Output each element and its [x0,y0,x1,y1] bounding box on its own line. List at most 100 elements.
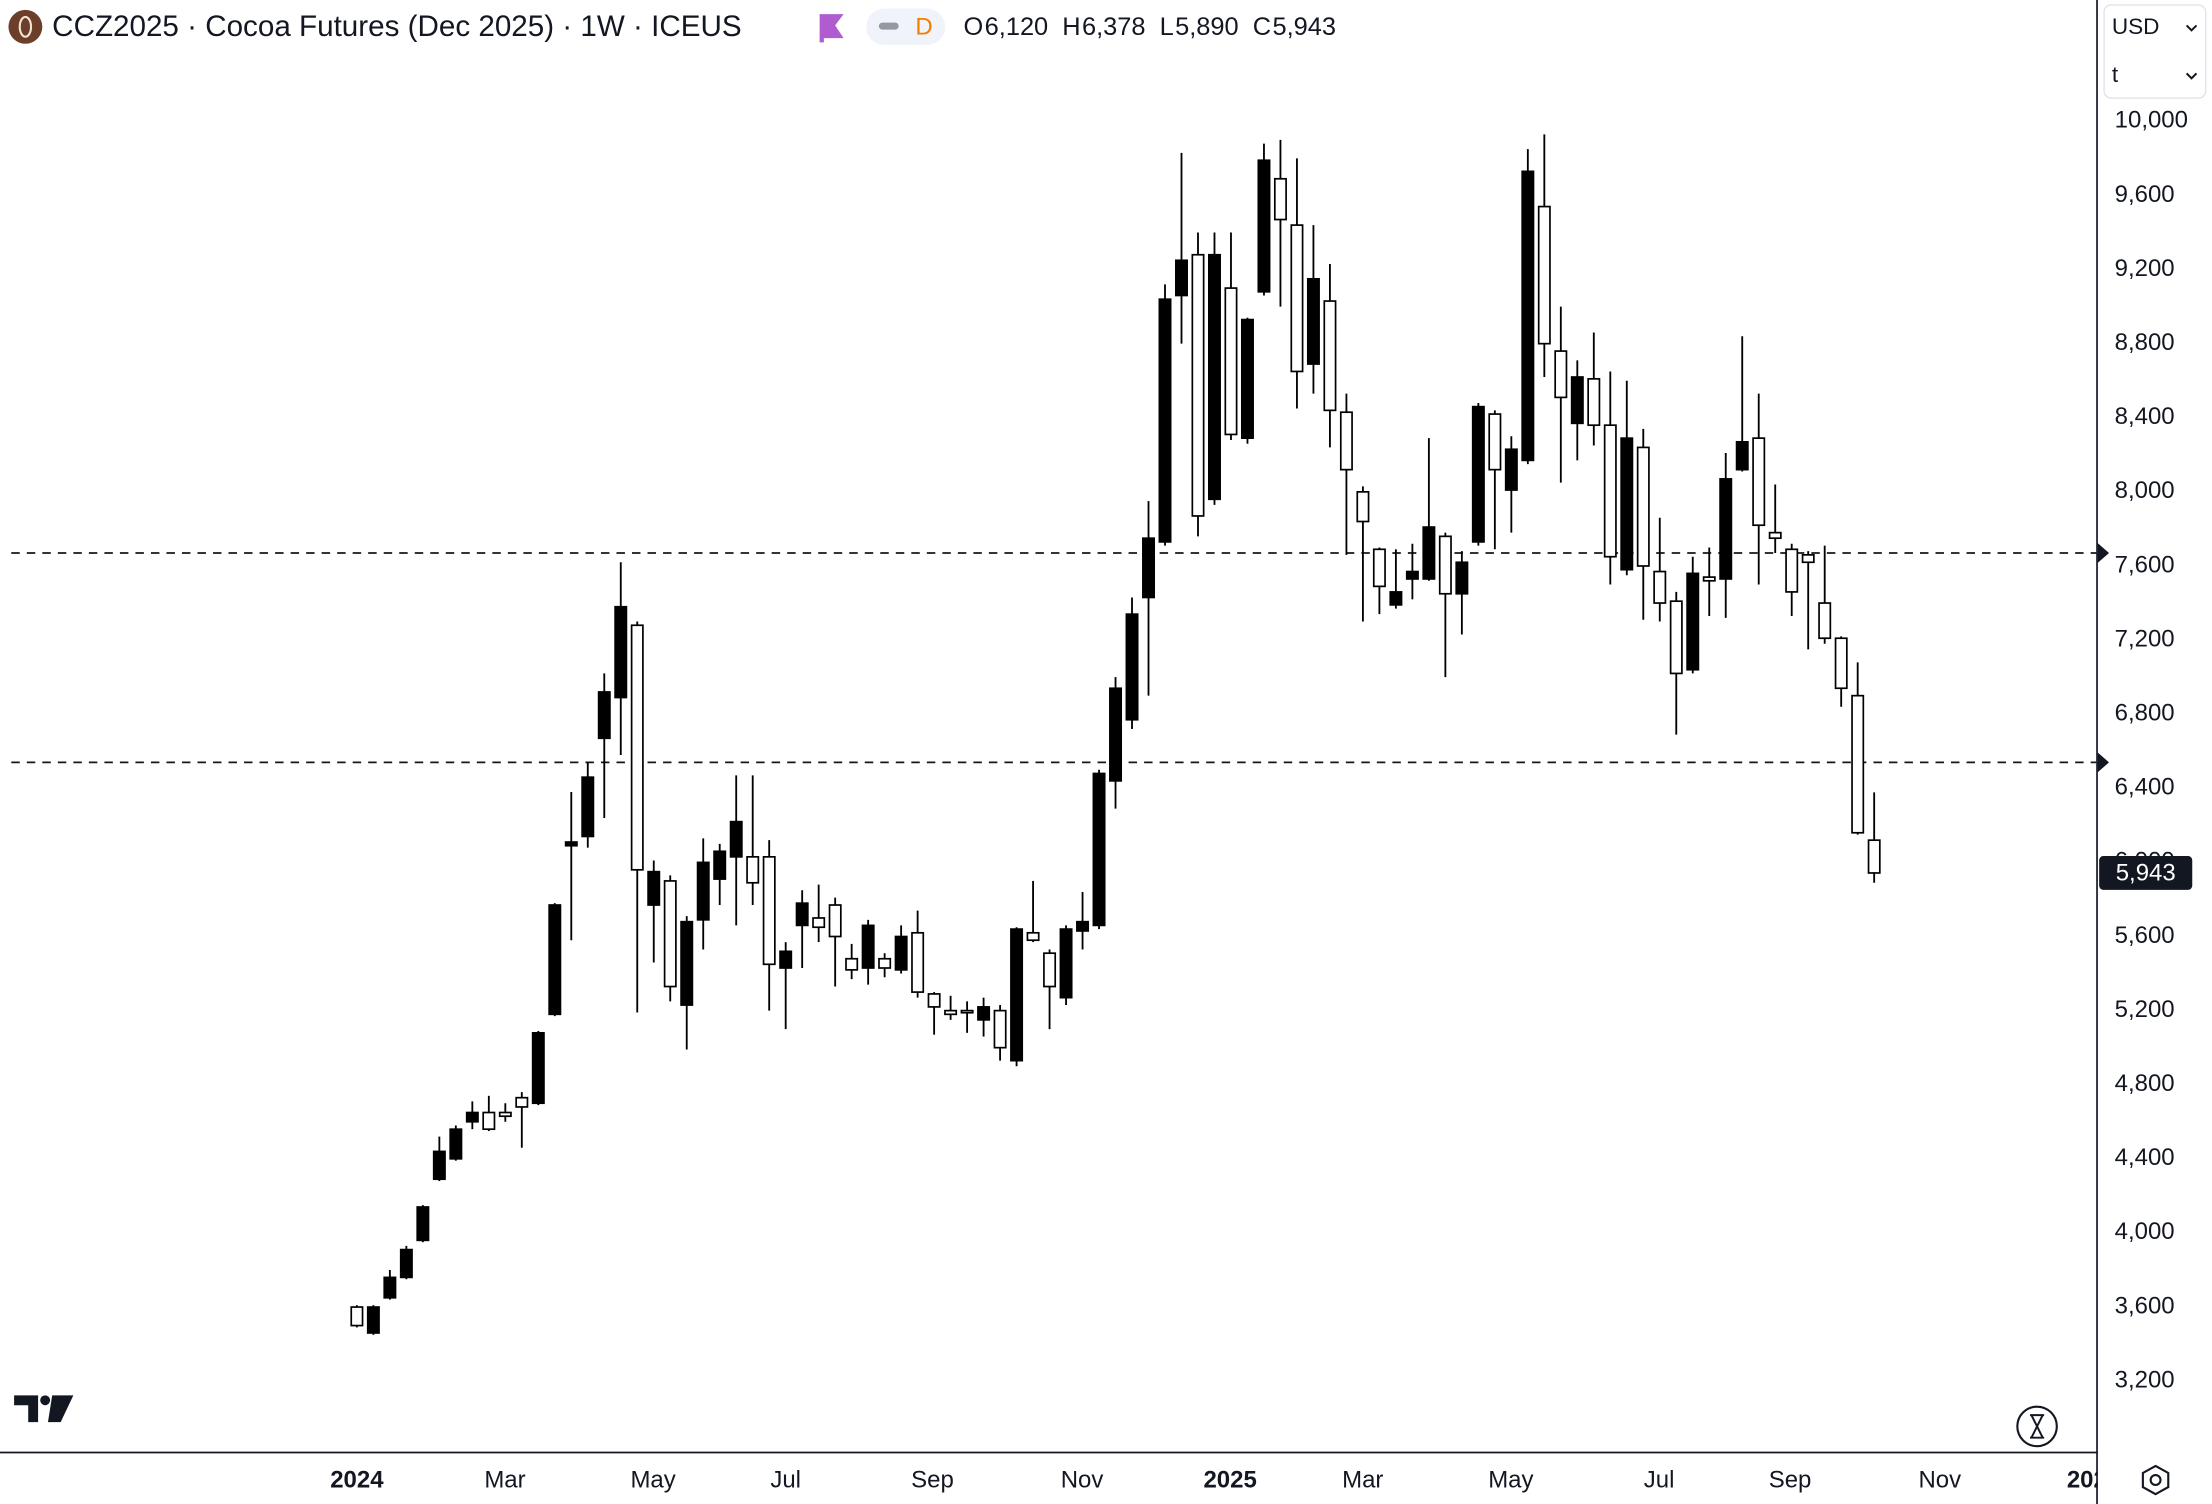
candle-body [977,1006,991,1021]
settings-icon[interactable] [2141,1464,2170,1496]
candle-body [1356,491,1370,523]
candle-body [1175,259,1188,297]
candle-body [1636,446,1650,567]
tv-logo[interactable] [14,1395,74,1423]
candle-body [1438,535,1452,595]
candle-body [878,957,892,969]
price-axis: 3,2003,6004,0004,4004,8005,2005,6006,000… [2097,107,2193,1393]
plot-area [11,134,2097,1335]
candle-body [1257,159,1271,293]
candle-body [383,1276,397,1299]
flag-icon[interactable] [819,14,844,43]
candle-body [399,1248,413,1279]
candle-body [894,935,908,971]
axis-controls: USD t [2103,4,2207,99]
candle-body [1076,920,1090,932]
candle-body [531,1031,545,1105]
y-tick-label: 4,000 [2115,1218,2175,1245]
candle-body [993,1009,1007,1049]
y-tick-label: 6,400 [2115,774,2175,801]
currency-select[interactable]: USD [2112,14,2160,39]
candle-body [1422,526,1436,580]
candle-body [1142,537,1156,599]
unit-select[interactable]: t [2112,62,2119,87]
candle-body [1339,411,1353,471]
candle-body [861,924,875,969]
x-tick-label: May [630,1467,675,1494]
price-axis-panel [2097,0,2212,1504]
candle-body [1026,931,1040,942]
candle-body [845,957,859,971]
candle-body [1158,298,1172,543]
candle-body [1834,637,1848,690]
candle-body [1405,570,1419,580]
candle-body [1290,224,1304,373]
candle-body [1471,405,1485,543]
y-tick-label: 3,200 [2115,1366,2175,1393]
candle-body [1372,548,1386,588]
candle-body [1785,548,1799,593]
x-tick-label: 2025 [1203,1467,1256,1494]
x-tick-label: Sep [1769,1467,1812,1494]
y-tick-label: 3,600 [2115,1292,2175,1319]
ohlc-value: 6,378 [1082,13,1145,41]
candle-body [746,855,760,884]
candle-body [1488,413,1502,471]
candle-body [1752,437,1766,527]
controls-box [2103,4,2207,99]
candle-body [548,904,562,1016]
x-tick-label: Sep [911,1467,954,1494]
symbol-title: CCZ2025 · Cocoa Futures (Dec 2025) · 1W … [52,10,741,43]
candle-body [1867,839,1881,874]
ohlc-legend: O6,120 H6,378 L5,890 C5,943 [964,13,1336,41]
y-tick-label: 5,600 [2115,922,2175,949]
candle-body [1224,287,1238,436]
candle-body [1669,600,1683,675]
y-tick-label: 6,800 [2115,700,2175,727]
ohlc-key: L [1160,13,1174,41]
candle-body [1768,531,1782,540]
candle-body [515,1096,529,1108]
candle-body [1587,378,1601,427]
candle-body [1702,576,1716,582]
header: CCZ2025 · Cocoa Futures (Dec 2025) · 1W … [8,8,1336,46]
y-tick-label: 5,200 [2115,996,2175,1023]
candle-body [1620,437,1634,571]
candle-body [1554,350,1568,399]
candle-body [944,1009,958,1016]
candle-body [1801,554,1815,564]
candle-body [680,920,694,1006]
x-tick-label: Jul [1644,1467,1675,1494]
candle-body [1521,170,1535,462]
y-tick-label: 4,800 [2115,1070,2175,1097]
status-pill[interactable] [866,8,946,46]
y-tick-label: 9,200 [2115,255,2175,282]
ohlc-key: O [964,13,984,41]
hourglass [2030,1414,2045,1439]
candle-body [729,820,743,858]
y-tick-label: 8,400 [2115,403,2175,430]
logo-part [14,1395,39,1423]
ohlc-value: 6,120 [985,13,1048,41]
candle-body [960,1009,974,1014]
x-tick-label: Nov [1061,1467,1104,1494]
candle-body [779,950,793,969]
y-tick-label: 7,200 [2115,625,2175,652]
candle-body [1240,318,1254,439]
candle-body [449,1128,463,1160]
candle-body [1191,253,1205,517]
x-tick-label: May [1488,1467,1533,1494]
candle-body [1109,687,1123,782]
y-tick-label: 8,800 [2115,329,2175,356]
y-tick-label: 7,600 [2115,551,2175,578]
candle-body [1719,478,1733,580]
status-dash [878,22,899,30]
candle-body [597,691,611,740]
symbol-icon [8,9,43,44]
replay-icon[interactable] [2016,1405,2058,1448]
candle-body [1043,952,1057,988]
candle-body [812,917,826,929]
candle-body [1323,300,1337,412]
